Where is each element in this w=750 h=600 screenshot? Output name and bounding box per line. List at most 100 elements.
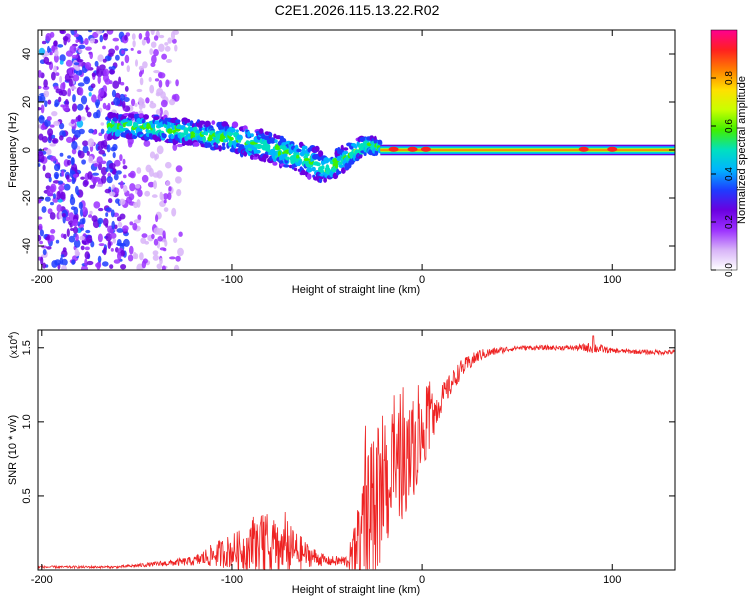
heatmap-cell — [136, 88, 143, 93]
heatmap-cell — [84, 251, 90, 260]
heatmap-cell — [53, 120, 61, 126]
x-tick-label: 100 — [603, 274, 621, 286]
heatmap-cell — [157, 137, 162, 142]
heatmap-cell — [134, 253, 139, 260]
heatmap-cell — [72, 218, 79, 227]
x-tick-label: -200 — [31, 574, 53, 586]
heatmap-cell — [164, 42, 169, 46]
heatmap-cell — [49, 51, 53, 56]
heatmap-cell — [304, 153, 310, 157]
heatmap-cell — [165, 79, 170, 88]
heatmap-cell — [72, 94, 76, 103]
heatmap-cell — [171, 207, 177, 217]
heatmap-cell — [343, 147, 349, 151]
heatmap-cell — [67, 155, 72, 159]
heatmap-cell — [135, 184, 141, 189]
heatmap-cell — [98, 149, 106, 155]
colorbar-tick-label: 0.4 — [724, 167, 735, 181]
heatmap-cell — [73, 206, 79, 215]
heatmap-cell — [127, 119, 133, 127]
heatmap-cell — [71, 119, 79, 123]
heatmap-cell — [55, 88, 63, 94]
heatmap-cell — [50, 201, 54, 206]
x-tick-label: -200 — [31, 274, 53, 286]
heatmap-cell — [105, 105, 111, 111]
heatmap-cell — [50, 229, 56, 234]
heatmap-cell — [235, 129, 239, 133]
heatmap-cell — [145, 97, 150, 104]
heatmap-cell — [42, 164, 46, 172]
heatmap-cell — [68, 67, 73, 76]
heatmap-cell — [97, 233, 103, 243]
heatmap-cell — [103, 33, 109, 38]
heatmap-cell — [100, 122, 105, 126]
heatmap-cell — [117, 251, 122, 261]
heatmap-cell — [73, 62, 80, 66]
heatmap-cell — [112, 37, 120, 42]
heatmap-cell — [79, 218, 85, 225]
heatmap-cell — [149, 102, 157, 109]
heatmap-cell — [70, 86, 77, 90]
heatmap-cell — [250, 133, 254, 138]
heatmap-cell — [77, 82, 85, 87]
heatmap-band — [380, 149, 675, 151]
heatmap-cell — [221, 145, 226, 151]
heatmap-cell — [298, 160, 302, 166]
heatmap-cell — [85, 104, 89, 113]
heatmap-cell — [75, 251, 81, 256]
heatmap-cell — [38, 95, 43, 102]
heatmap-cell — [150, 122, 156, 129]
heatmap-cell — [96, 156, 103, 164]
heatmap-cell — [68, 212, 75, 221]
heatmap-cell — [159, 191, 163, 201]
heatmap-cell — [96, 183, 103, 188]
heatmap-cell — [323, 157, 330, 164]
snr-x-label: Height of straight line (km) — [292, 584, 420, 596]
heatmap-cell — [130, 113, 135, 119]
heatmap-cell — [133, 201, 139, 209]
heatmap-cell — [124, 34, 128, 41]
heatmap-cell — [62, 104, 70, 112]
heatmap-cell — [176, 189, 182, 197]
heatmap-cell — [116, 228, 124, 233]
heatmap-cell — [102, 58, 107, 63]
heatmap-cell — [167, 192, 172, 201]
heatmap-cell — [252, 156, 259, 160]
colorbar-ticks: 0.0 0.2 0.4 0.6 0.8 — [711, 71, 735, 277]
heatmap-cell — [141, 174, 149, 183]
heatmap-cell — [92, 172, 99, 176]
y-tick-label: 1.0 — [21, 414, 33, 429]
heatmap-cell — [51, 45, 56, 54]
heatmap-cell — [38, 163, 41, 167]
heatmap-cell — [279, 154, 283, 162]
heatmap-cell — [59, 30, 66, 35]
heatmap-cell — [314, 145, 320, 152]
heatmap-cell — [131, 98, 136, 107]
heatmap-cell — [80, 208, 84, 217]
heatmap-cell — [268, 132, 273, 138]
heatmap-cell — [114, 159, 121, 167]
heatmap-cell — [109, 232, 117, 239]
heatmap-cell — [119, 198, 126, 206]
heatmap-cell — [138, 33, 143, 40]
heatmap-cell — [265, 144, 271, 150]
heatmap-cell — [51, 71, 56, 81]
heatmap-cell — [120, 180, 124, 189]
heatmap-cell — [99, 64, 106, 71]
heatmap-cell — [202, 135, 206, 143]
heatmap-cell — [69, 45, 77, 54]
heatmap-cell — [115, 198, 121, 204]
heatmap-cell — [120, 242, 126, 247]
heatmap-cell — [296, 154, 300, 159]
heatmap-cell — [186, 118, 191, 123]
heatmap-cell — [255, 143, 263, 150]
heatmap-cell — [60, 89, 68, 97]
heatmap-cell — [67, 88, 72, 97]
heatmap-cell — [97, 75, 101, 85]
y-tick-label: 0.5 — [21, 488, 33, 503]
heatmap-cell — [89, 184, 95, 189]
heatmap-cell — [39, 229, 45, 237]
heatmap-cell — [60, 191, 66, 200]
heatmap-cell — [59, 135, 64, 141]
